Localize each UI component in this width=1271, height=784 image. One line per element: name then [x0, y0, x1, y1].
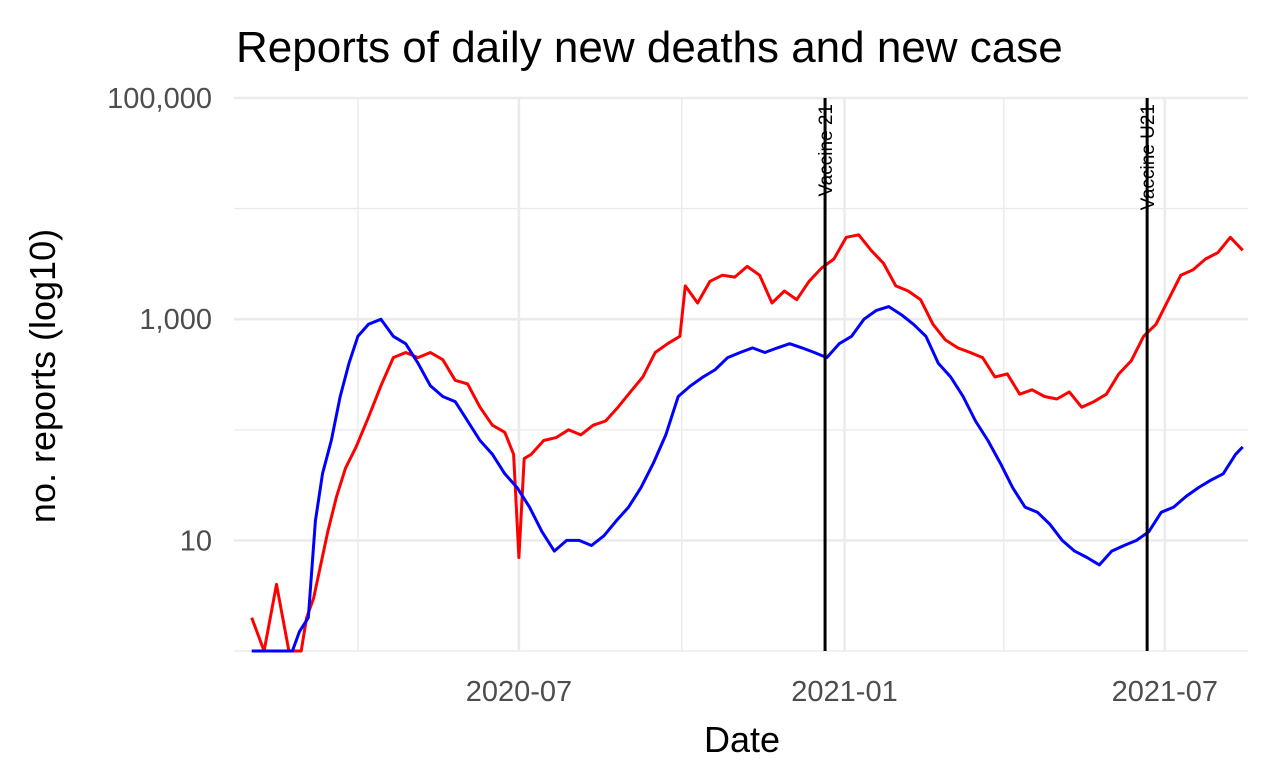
vaccine-lines: Vaccine 21 Vaccine U21 — [816, 98, 1159, 651]
series-line-0 — [250, 233, 1244, 653]
y-axis-ticks: 10 1,000 100,000 — [107, 83, 212, 557]
series-layer — [250, 233, 1244, 653]
y-tick-label: 10 — [180, 525, 212, 557]
x-tick-label: 2020-07 — [466, 676, 572, 708]
y-tick-label: 100,000 — [107, 83, 212, 115]
vaccine-label-1: Vaccine U21 — [1138, 104, 1159, 210]
x-tick-label: 2021-07 — [1112, 676, 1218, 708]
vaccine-label-0: Vaccine 21 — [816, 104, 837, 197]
y-tick-label: 1,000 — [139, 304, 212, 336]
x-axis-title: Date — [704, 719, 780, 760]
series-line-1 — [251, 305, 1244, 653]
chart-title: Reports of daily new deaths and new case — [236, 23, 1063, 72]
x-axis-ticks: 2020-07 2021-01 2021-07 — [466, 676, 1218, 708]
y-axis-title: no. reports (log10) — [22, 229, 63, 523]
x-tick-label: 2021-01 — [791, 676, 897, 708]
